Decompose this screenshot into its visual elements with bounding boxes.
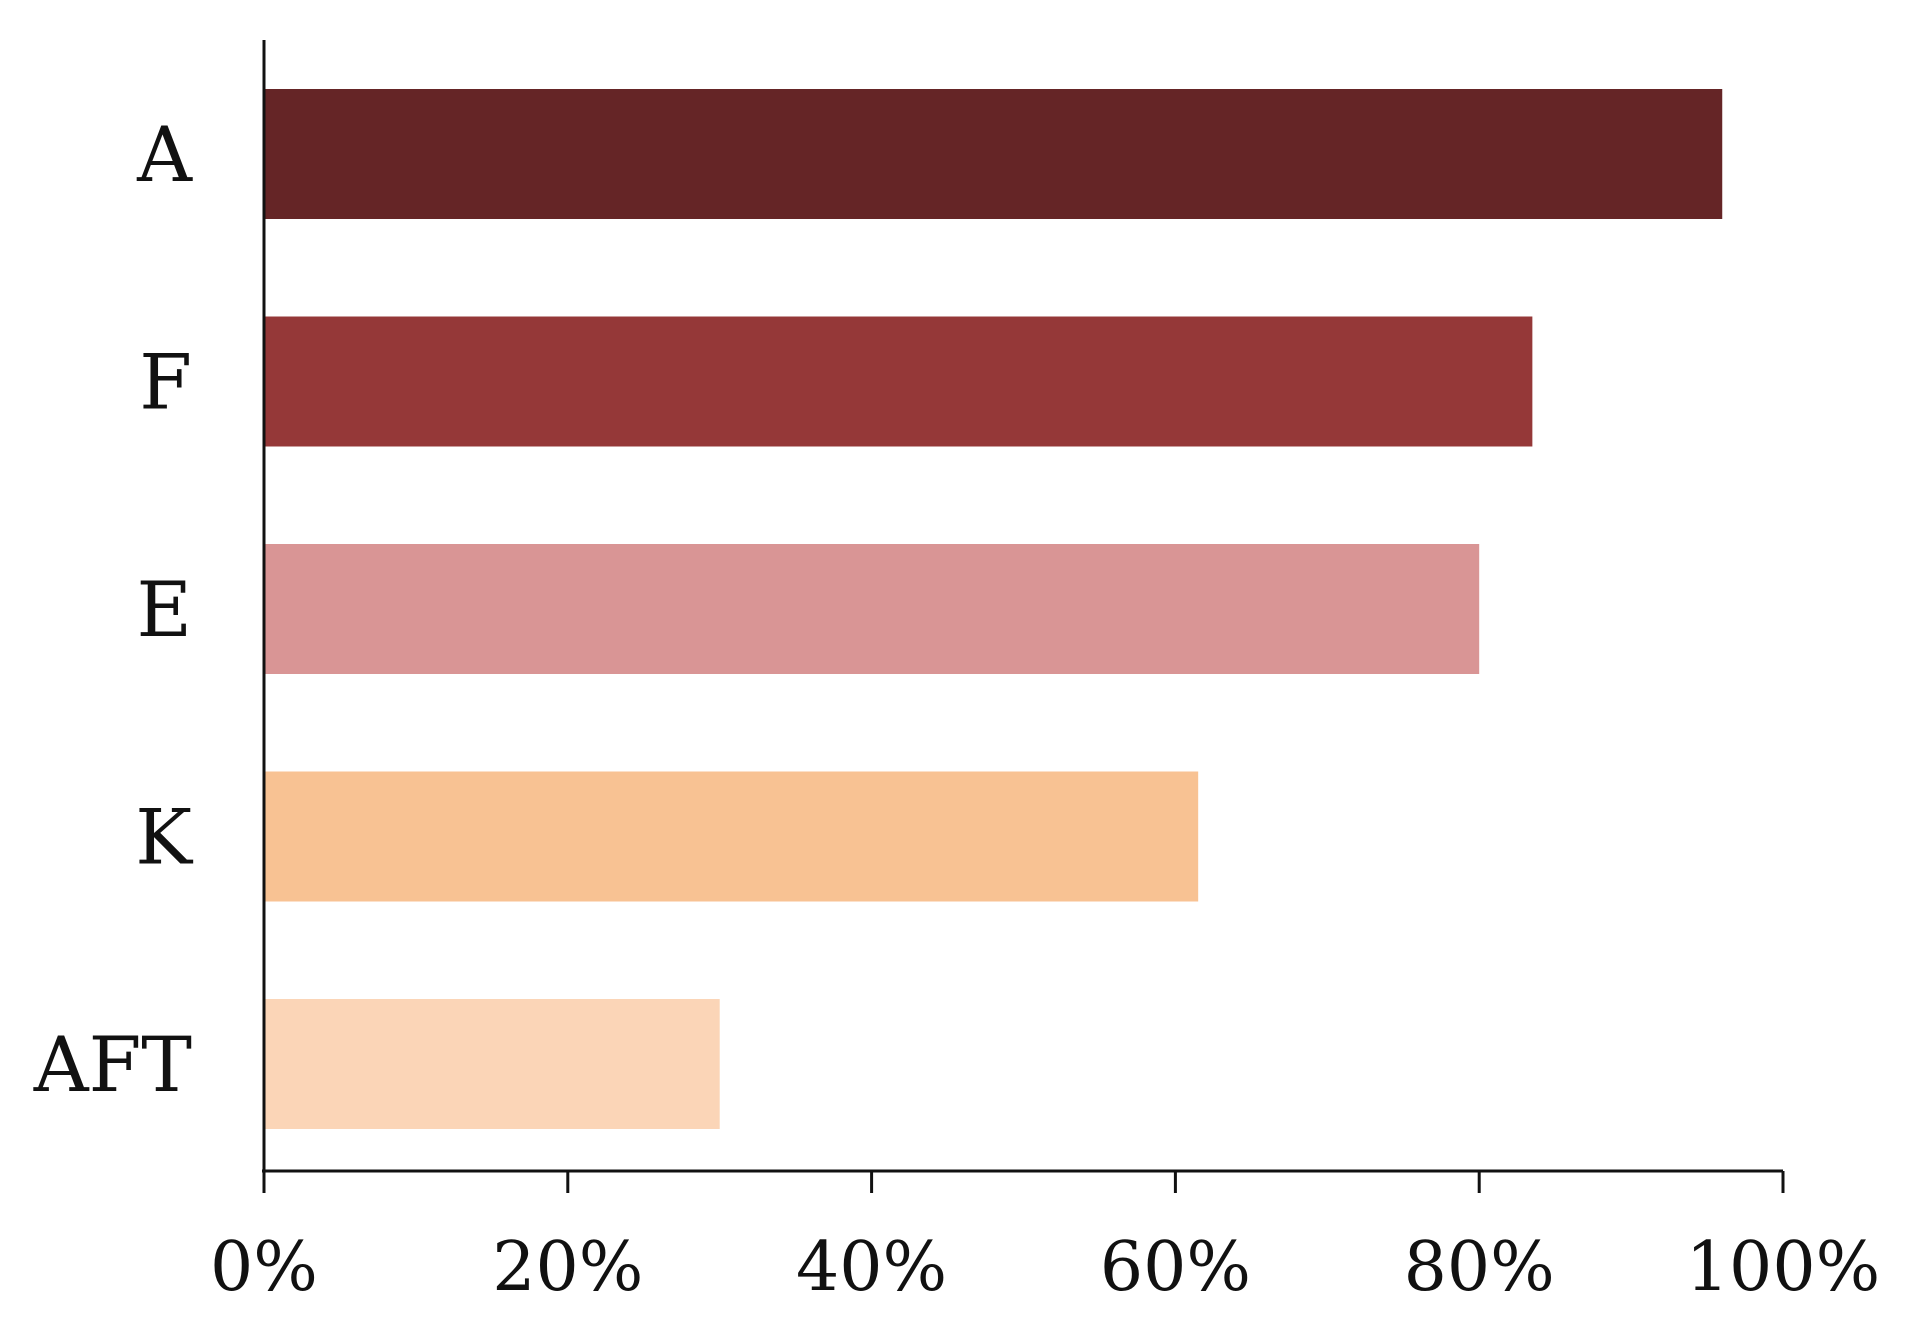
x-tick-label: 0% [210, 1228, 318, 1307]
category-label-k: K [135, 793, 193, 882]
x-axis-ticks: 0% 20% 40% 60% 80% 100% [210, 1171, 1880, 1307]
x-tick-label: 80% [1404, 1228, 1555, 1307]
bar-aft [264, 999, 720, 1129]
bar-e [264, 544, 1480, 674]
category-label-f: F [139, 338, 192, 427]
x-tick-label: 100% [1686, 1228, 1880, 1307]
x-tick-label: 20% [492, 1228, 643, 1307]
bar-f [264, 316, 1533, 447]
category-label-e: E [137, 565, 192, 654]
category-label-a: A [136, 110, 193, 199]
bar-k [264, 771, 1199, 902]
bar-a [264, 89, 1723, 219]
category-label-aft: AFT [33, 1020, 192, 1109]
x-tick-label: 40% [796, 1228, 947, 1307]
x-tick-label: 60% [1100, 1228, 1251, 1307]
category-labels: A F E K AFT [33, 110, 194, 1109]
bars-group [264, 89, 1723, 1129]
